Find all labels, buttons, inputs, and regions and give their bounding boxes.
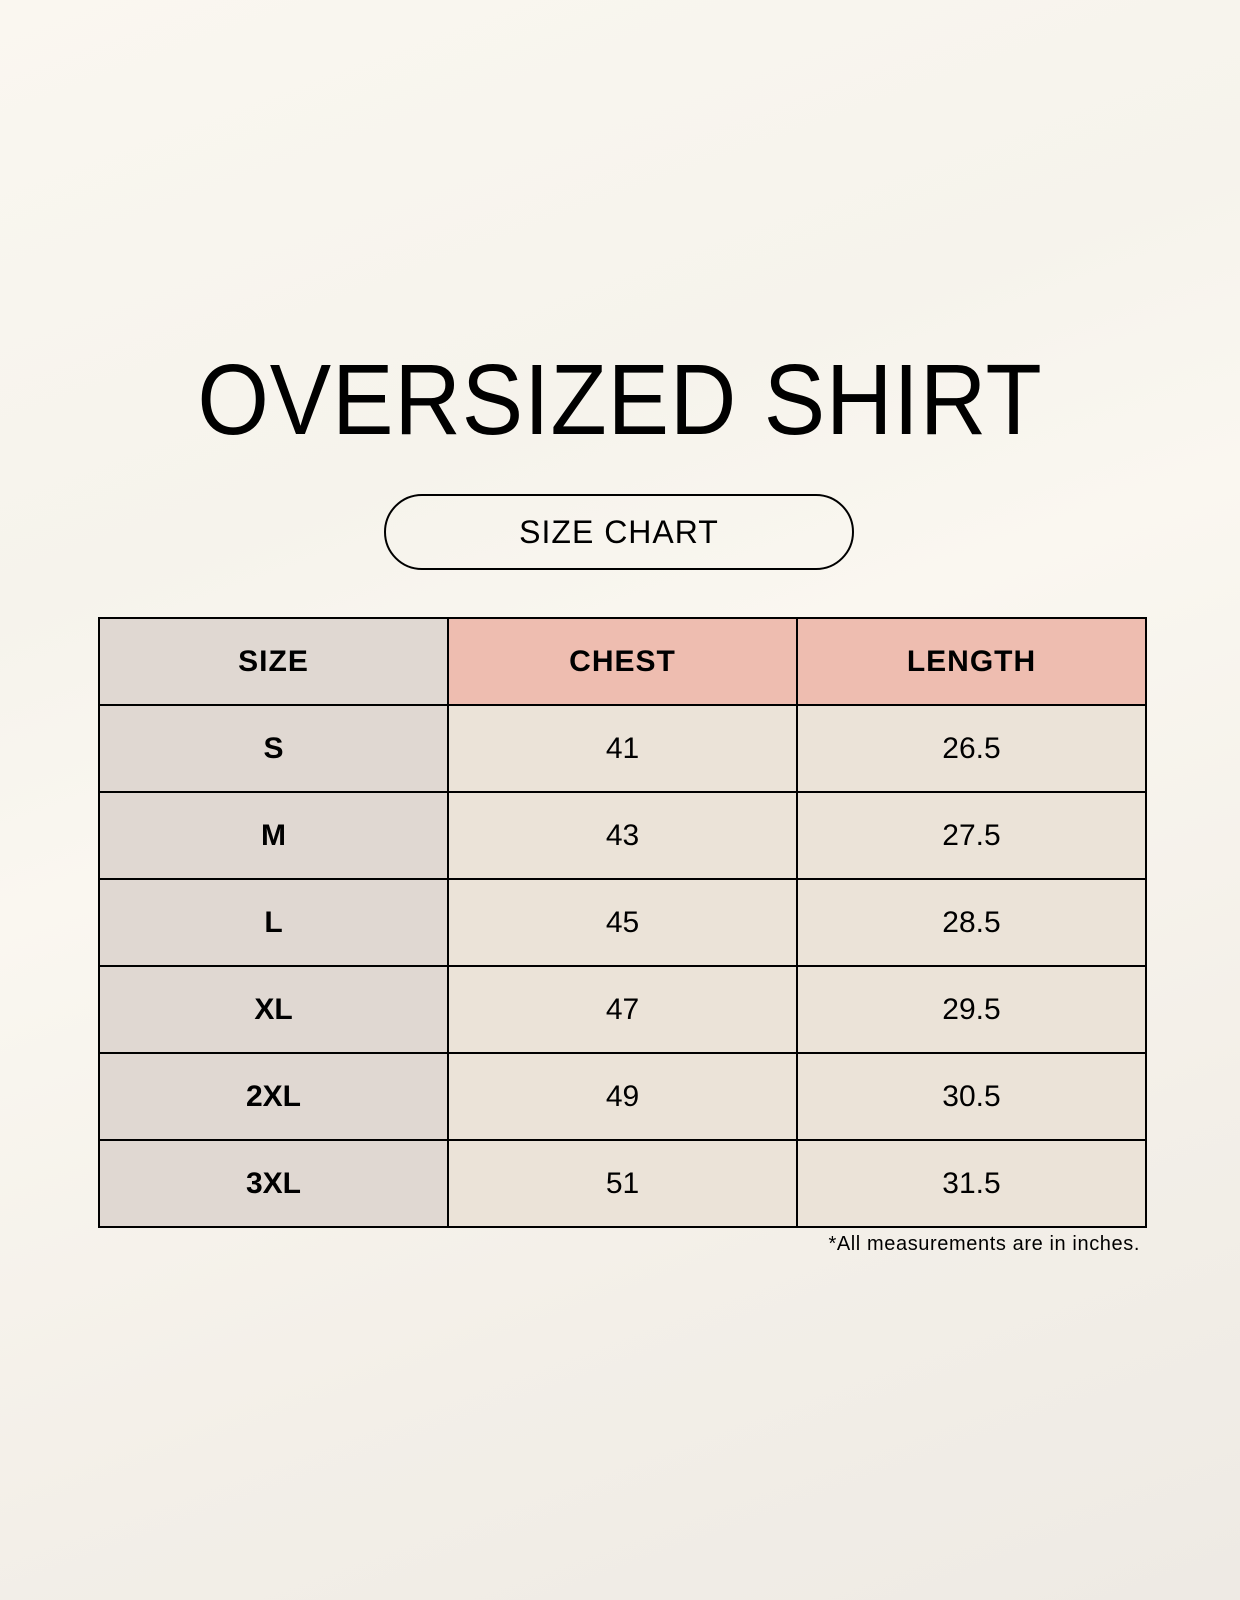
chest-cell: 41 — [447, 704, 798, 793]
length-cell: 31.5 — [796, 1139, 1147, 1228]
chest-cell: 51 — [447, 1139, 798, 1228]
table-row: M 43 27.5 — [98, 791, 1147, 880]
size-cell: L — [98, 878, 449, 967]
size-chart-label: SIZE CHART — [384, 494, 854, 570]
chest-cell: 43 — [447, 791, 798, 880]
length-cell: 29.5 — [796, 965, 1147, 1054]
table-header-row: SIZE CHEST LENGTH — [98, 617, 1147, 706]
header-size: SIZE — [98, 617, 449, 706]
size-cell: 3XL — [98, 1139, 449, 1228]
chest-cell: 47 — [447, 965, 798, 1054]
chest-cell: 45 — [447, 878, 798, 967]
length-cell: 26.5 — [796, 704, 1147, 793]
size-cell: M — [98, 791, 449, 880]
size-cell: XL — [98, 965, 449, 1054]
header-length: LENGTH — [796, 617, 1147, 706]
measurement-note: *All measurements are in inches. — [828, 1233, 1140, 1255]
table-row: 3XL 51 31.5 — [98, 1139, 1147, 1228]
chest-cell: 49 — [447, 1052, 798, 1141]
size-table: SIZE CHEST LENGTH S 41 26.5 M 43 27.5 L 45 28.5 X… — [98, 617, 1147, 1228]
table-row: 2XL 49 30.5 — [98, 1052, 1147, 1141]
length-cell: 28.5 — [796, 878, 1147, 967]
size-cell: S — [98, 704, 449, 793]
page-title: OVERSIZED SHIRT — [197, 344, 1043, 456]
table-row: L 45 28.5 — [98, 878, 1147, 967]
length-cell: 27.5 — [796, 791, 1147, 880]
table-row: S 41 26.5 — [98, 704, 1147, 793]
length-cell: 30.5 — [796, 1052, 1147, 1141]
size-cell: 2XL — [98, 1052, 449, 1141]
header-chest: CHEST — [447, 617, 798, 706]
table-row: XL 47 29.5 — [98, 965, 1147, 1054]
